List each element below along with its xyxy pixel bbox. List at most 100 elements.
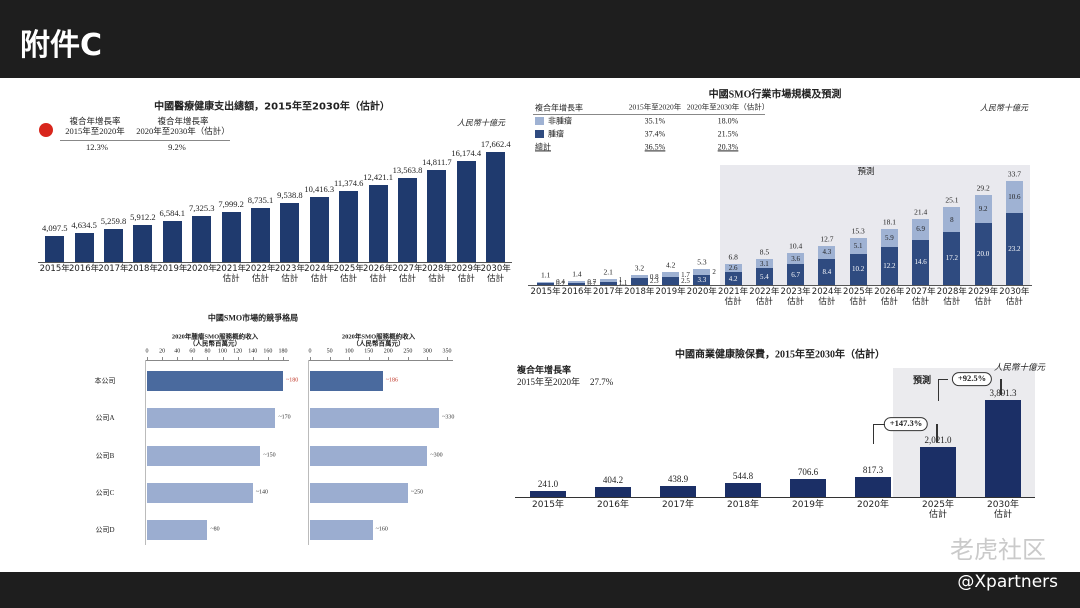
x-tick-label: 2029年 估計 bbox=[968, 287, 999, 307]
tick-mark bbox=[388, 357, 390, 360]
tick-mark bbox=[267, 357, 269, 360]
tick-mark bbox=[147, 357, 148, 360]
y-tick-label: 公司A bbox=[95, 414, 115, 423]
bar-segment bbox=[943, 207, 961, 232]
growth-annotation: +147.3% bbox=[883, 417, 929, 431]
bar-segment bbox=[1005, 213, 1023, 285]
cagr-label: 複合年增長率 bbox=[157, 116, 209, 127]
bar bbox=[310, 408, 440, 429]
axis-line bbox=[873, 424, 885, 425]
x-tick-label: 2018年 bbox=[727, 500, 759, 510]
cagr-value: 37.4% bbox=[644, 129, 666, 139]
value-label: 5,259.8 bbox=[100, 216, 127, 227]
tick-mark bbox=[177, 357, 179, 360]
x-tick-label: 300 bbox=[422, 348, 432, 355]
tick-mark bbox=[252, 357, 254, 360]
legend-label: 總計 bbox=[535, 142, 551, 152]
x-tick-label: 2026年 估計 bbox=[363, 264, 394, 284]
x-tick-label: 2023年 估計 bbox=[274, 264, 305, 284]
cagr-value: 12.3% bbox=[86, 142, 108, 153]
tick-mark bbox=[207, 357, 209, 360]
forecast-label: 預測 bbox=[912, 375, 932, 386]
x-tick-label: 140 bbox=[248, 348, 258, 355]
x-tick-label: 2022年 估計 bbox=[749, 287, 780, 307]
value-label: 0.7 bbox=[587, 277, 597, 286]
x-tick-label: 2027年 估計 bbox=[905, 287, 936, 307]
x-tick-label: 2020年 bbox=[686, 287, 717, 297]
x-tick-label: 2019年 bbox=[792, 500, 824, 510]
bar bbox=[920, 446, 956, 497]
x-tick-label: 350 bbox=[442, 348, 452, 355]
value-label: 0.8 bbox=[649, 272, 659, 281]
x-tick-label: 2020年 bbox=[186, 264, 217, 274]
bar-segment bbox=[849, 253, 867, 285]
total-label: 3.2 bbox=[634, 264, 645, 274]
total-label: 10.4 bbox=[789, 241, 803, 251]
bar-segment bbox=[630, 277, 648, 285]
x-tick-label: 2025年 估計 bbox=[333, 264, 364, 284]
value-label: ~186 bbox=[385, 377, 399, 384]
value-label: 0.4 bbox=[556, 278, 565, 287]
cagr-period: 2015年至2020年 bbox=[628, 102, 682, 112]
legend-swatch bbox=[535, 117, 544, 125]
bar bbox=[660, 486, 696, 497]
header-bar bbox=[0, 0, 1080, 78]
x-tick-label: 2017年 bbox=[593, 287, 624, 297]
x-tick-label: 2015年 bbox=[532, 500, 564, 510]
bar bbox=[147, 445, 261, 466]
bar-segment bbox=[599, 281, 617, 285]
total-label: 4.2 bbox=[665, 260, 676, 270]
bar bbox=[147, 371, 283, 391]
cagr-value: 21.5% bbox=[717, 129, 739, 139]
y-tick-label: 公司B bbox=[95, 451, 115, 460]
unit-label: 人民幣十億元 bbox=[993, 362, 1045, 373]
bar bbox=[790, 479, 826, 497]
value-label: 6.7 bbox=[791, 270, 800, 279]
value-label: 9,538.8 bbox=[277, 189, 303, 200]
bar-segment bbox=[974, 223, 992, 285]
value-label: ~80 bbox=[210, 526, 220, 533]
value-label: 4,634.5 bbox=[71, 220, 97, 231]
x-tick-label: 100 bbox=[344, 348, 354, 355]
bar-segment bbox=[912, 218, 930, 240]
bar-segment bbox=[974, 194, 992, 224]
x-tick-label: 0 bbox=[145, 348, 149, 355]
x-tick-label: 2015年 bbox=[39, 264, 70, 274]
value-label: 3,891.3 bbox=[989, 387, 1017, 398]
value-label: 8,735.1 bbox=[247, 194, 274, 205]
bar-segment bbox=[693, 274, 711, 285]
value-label: 7,325.3 bbox=[188, 203, 215, 214]
footer-handle: @Xpartners bbox=[957, 572, 1058, 592]
bar bbox=[74, 233, 94, 262]
cagr-value: 36.5% bbox=[644, 142, 666, 152]
bar bbox=[310, 482, 408, 503]
total-label: 2.1 bbox=[603, 267, 613, 277]
bar-segment bbox=[662, 277, 680, 285]
bar bbox=[221, 212, 241, 262]
total-label: 15.3 bbox=[851, 226, 865, 236]
bar bbox=[310, 371, 383, 391]
bar bbox=[147, 408, 276, 429]
value-label: ~170 bbox=[278, 414, 291, 421]
bar bbox=[45, 236, 65, 262]
bar-segment bbox=[537, 282, 555, 285]
value-label: 5.1 bbox=[853, 241, 863, 250]
value-label: 3.3 bbox=[697, 275, 707, 284]
value-label: 706.6 bbox=[797, 467, 819, 478]
legend-label: 腫瘤 bbox=[548, 129, 564, 139]
bar bbox=[427, 169, 447, 262]
value-label: 2.5 bbox=[681, 277, 690, 286]
total-label: 1.1 bbox=[540, 270, 551, 280]
axis-line bbox=[145, 360, 146, 545]
value-label: 5.4 bbox=[760, 272, 769, 281]
panel-title: 2020年腫瘤SMO服務概約收入 （人民幣百萬元） bbox=[171, 333, 259, 348]
bar-segment bbox=[755, 268, 773, 285]
cagr-value: 18.0% bbox=[717, 116, 739, 126]
bar-segment bbox=[599, 278, 617, 282]
bar bbox=[147, 482, 253, 503]
bar-segment bbox=[787, 264, 805, 285]
x-tick-label: 2024年 估計 bbox=[811, 287, 842, 307]
value-label: 20.0 bbox=[977, 250, 990, 259]
value-label: 4.2 bbox=[728, 274, 738, 283]
value-label: 0.7 bbox=[587, 279, 597, 288]
